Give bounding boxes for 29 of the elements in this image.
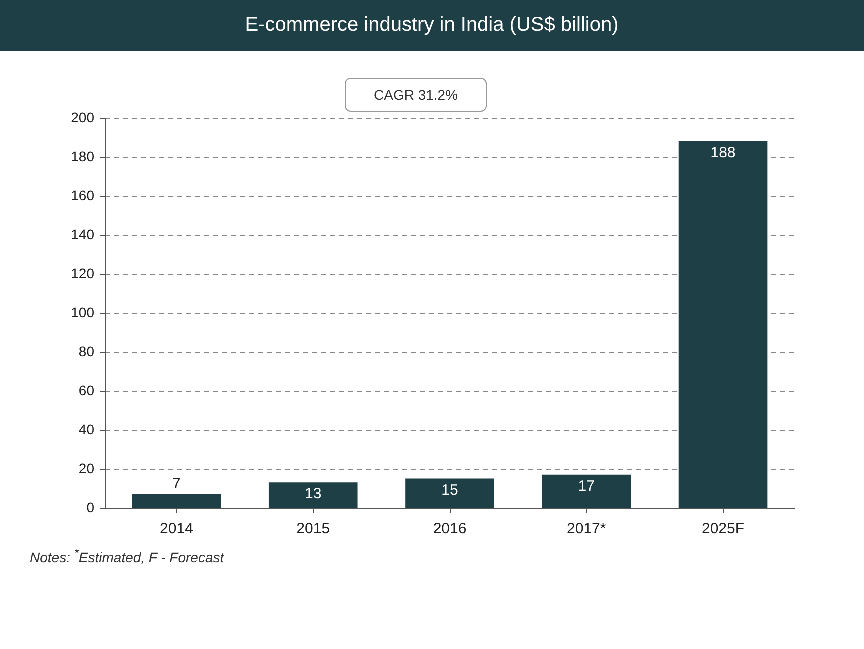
bar — [406, 478, 494, 508]
bar — [542, 474, 632, 508]
y-tick-label: 0 — [86, 500, 95, 516]
bar — [132, 494, 222, 508]
y-tick-label: 100 — [71, 304, 95, 320]
data-label: 7 — [172, 475, 181, 492]
data-label: 17 — [578, 478, 595, 495]
y-tick-label: 40 — [78, 422, 95, 438]
y-tick-label: 60 — [78, 382, 95, 398]
data-label: 188 — [710, 144, 736, 162]
data-label: 13 — [305, 486, 322, 503]
y-tick-label: 140 — [71, 226, 95, 242]
text: Notes: $^{*}$Estimated, F - Forecast — [30, 547, 226, 566]
x-tick-label: 2016 — [433, 520, 467, 538]
y-tick-label: 180 — [71, 148, 95, 164]
y-tick-label: 200 — [71, 110, 95, 126]
bar — [678, 141, 768, 508]
data-label: 15 — [442, 482, 458, 499]
x-tick-label: 2015 — [296, 520, 330, 538]
x-tick-label: 2025F — [702, 520, 745, 538]
chart-title: E-commerce industry in India (US$ billion) — [0, 0, 864, 51]
y-tick-label: 80 — [78, 344, 95, 360]
text: CAGR 31.2% — [345, 78, 488, 112]
x-tick-label: 2014 — [160, 520, 194, 538]
y-tick-label: 120 — [71, 266, 95, 282]
bar — [268, 482, 358, 508]
y-tick-label: 20 — [78, 460, 95, 476]
y-tick-label: 160 — [71, 188, 95, 204]
x-tick-label: 2017* — [567, 520, 606, 538]
